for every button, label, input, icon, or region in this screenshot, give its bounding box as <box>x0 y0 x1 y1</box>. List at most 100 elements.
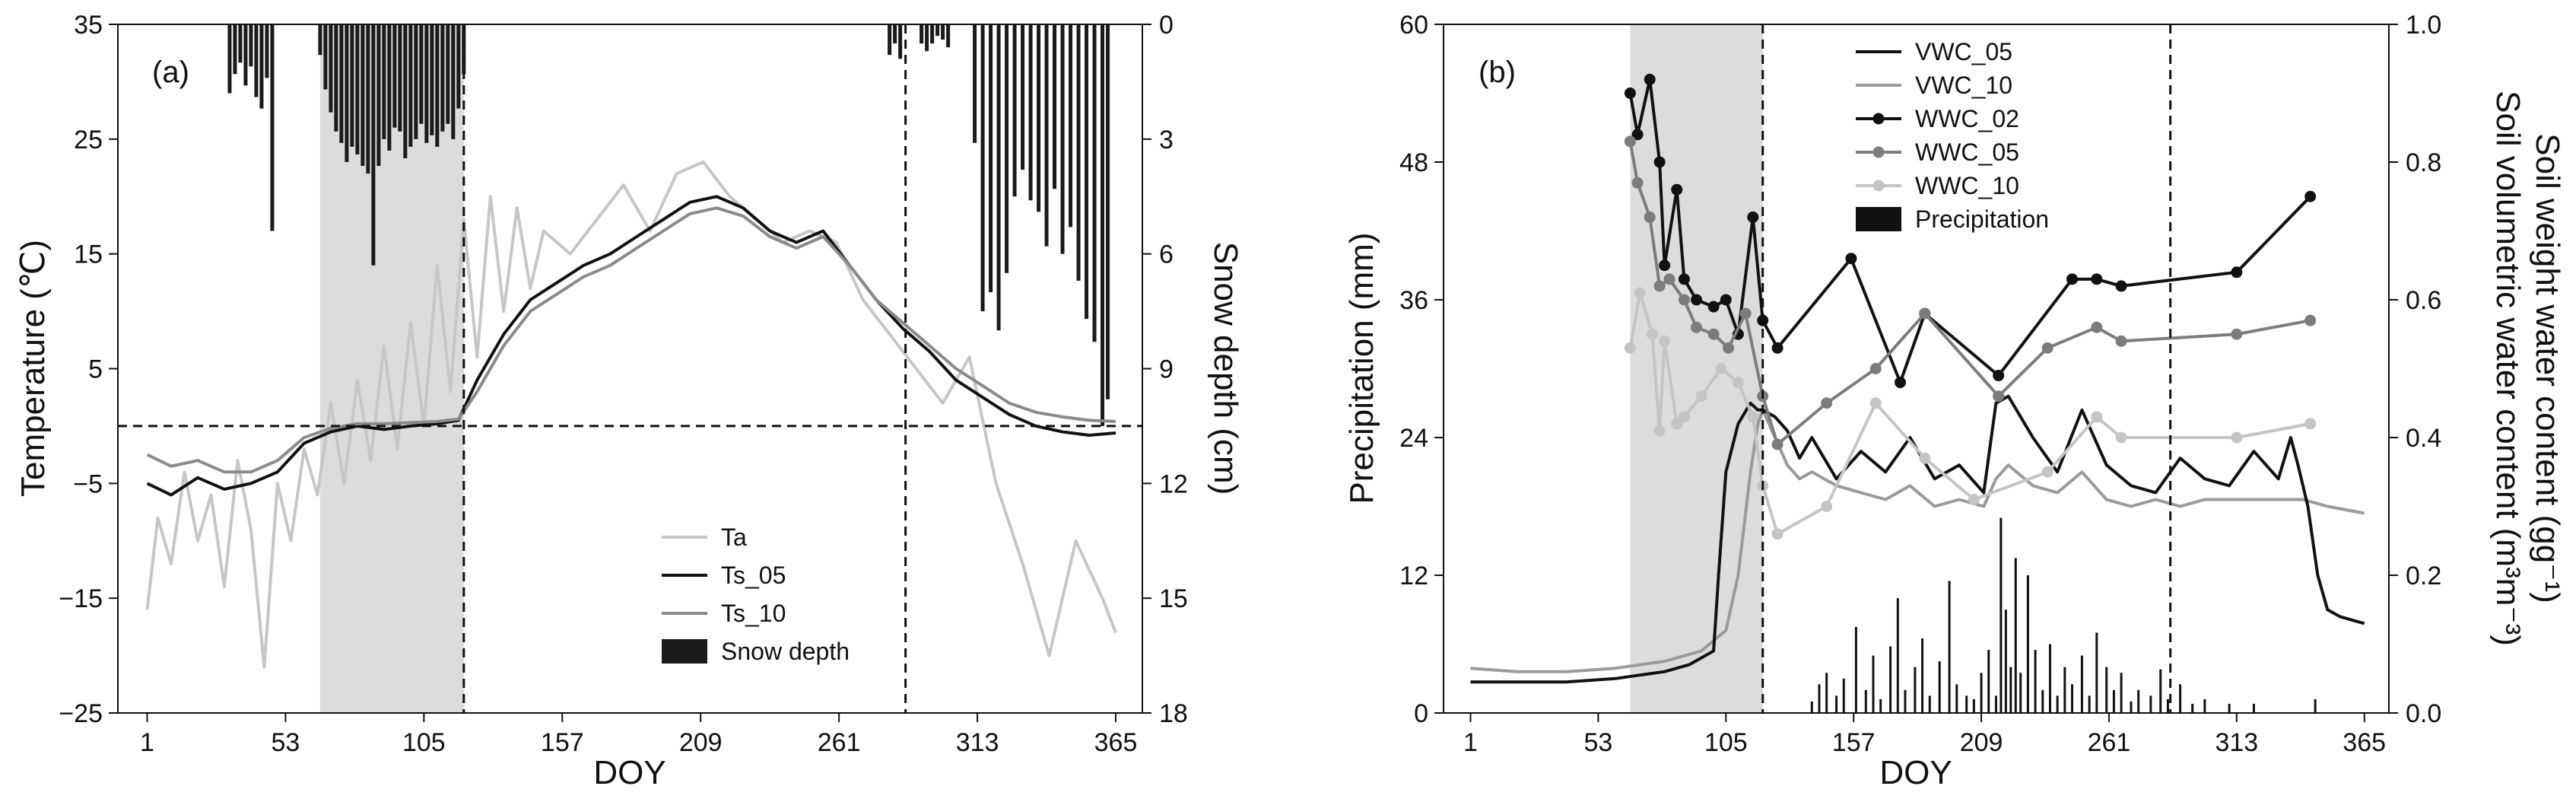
snow-depth-bar <box>392 24 397 128</box>
data-point-wwc_10 <box>2041 466 2053 478</box>
snow-depth-bar <box>270 24 275 231</box>
data-point-wwc_10 <box>1624 342 1636 354</box>
snow-depth-bar <box>1037 24 1041 212</box>
panel-b-precipitation-bars <box>1810 517 2317 713</box>
y2-tick-label: 0.0 <box>2406 699 2441 728</box>
data-point-wwc_02 <box>1691 294 1703 306</box>
legend-marker-wwc_05 <box>1872 146 1885 158</box>
data-point-wwc_02 <box>2231 266 2243 278</box>
panel-a-y2-ticks: 0 3 6 9 12 15 18 <box>1142 11 1188 728</box>
precipitation-bar <box>2203 699 2206 713</box>
panel-b-vwc-lines <box>1470 394 2365 684</box>
panel-a-temperature-lines <box>145 161 1117 669</box>
precipitation-bar <box>2252 703 2255 713</box>
snow-depth-bar <box>451 24 456 139</box>
data-point-wwc_05 <box>1771 438 1784 450</box>
data-point-wwc_02 <box>2304 190 2317 202</box>
data-point-wwc_05 <box>1663 273 1676 285</box>
x-tick-label: 157 <box>1832 728 1876 757</box>
snow-depth-bar <box>371 24 376 266</box>
snow-depth-bar <box>403 24 408 158</box>
data-point-wwc_02 <box>1707 301 1720 313</box>
y-tick-label: −15 <box>59 584 103 613</box>
snow-depth-bar <box>414 24 418 139</box>
panel-b-shaded-period <box>1630 24 1763 713</box>
snow-depth-bar <box>946 24 951 48</box>
data-point-wwc_05 <box>1691 321 1703 333</box>
snow-depth-bar <box>930 24 935 44</box>
y2-tick-label: 9 <box>1159 355 1174 384</box>
precipitation-bar <box>1987 650 1990 713</box>
panel-a-reference-lines <box>118 24 1142 713</box>
data-point-wwc_02 <box>1653 156 1666 168</box>
precipitation-bar <box>1999 517 2003 713</box>
snow-depth-bar <box>1076 24 1081 281</box>
legend-marker-wwc_10 <box>1872 180 1885 192</box>
panel-b-x-ticks: 1 53 105 157 209 261 313 365 <box>1463 713 2386 757</box>
precipitation-bar <box>1879 699 1882 713</box>
legend-swatch-snow <box>662 639 707 664</box>
precipitation-bar <box>2120 673 2123 713</box>
y2-tick-label: 0 <box>1159 11 1174 40</box>
data-point-wwc_10 <box>2304 418 2317 430</box>
snow-depth-bar <box>387 24 392 151</box>
snow-depth-bar <box>1021 24 1025 170</box>
snow-depth-bar <box>227 24 232 94</box>
snow-depth-bar <box>339 24 344 143</box>
x-tick-label: 365 <box>2343 728 2386 757</box>
precipitation-bar <box>1818 684 1821 713</box>
precipitation-bar <box>1896 598 1899 713</box>
data-point-wwc_02 <box>2091 273 2103 285</box>
data-point-wwc_02 <box>1747 211 1759 223</box>
snow-depth-bar <box>898 24 903 59</box>
snow-depth-bar <box>361 24 365 167</box>
y2-tick-label: 15 <box>1159 584 1188 613</box>
snow-depth-bar <box>355 24 360 154</box>
y-tick-label: 15 <box>74 240 103 269</box>
y2-tick-label: 3 <box>1159 126 1174 154</box>
precipitation-bar <box>2009 667 2012 713</box>
panel-b-x-axis-label: DOY <box>1879 754 1952 791</box>
snow-depth-bar <box>935 24 940 37</box>
precipitation-bar <box>2080 655 2083 713</box>
snow-depth-bar <box>973 24 977 143</box>
snow-depth-bar <box>398 24 402 132</box>
data-point-wwc_02 <box>1993 370 2005 382</box>
data-point-wwc_10 <box>1919 452 1931 464</box>
snow-depth-bar <box>254 24 259 97</box>
snow-depth-bar <box>376 24 381 167</box>
data-point-wwc_05 <box>2304 314 2317 326</box>
panel-a-y-ticks: −25 −15 −5 5 15 25 35 <box>59 11 118 728</box>
data-point-wwc_02 <box>1644 73 1656 85</box>
snow-depth-bar <box>941 24 945 40</box>
series-line-vwc_10 <box>1470 408 2365 673</box>
data-point-wwc_10 <box>1653 425 1666 437</box>
precipitation-bar <box>1810 701 1813 713</box>
x-tick-label: 313 <box>956 728 999 757</box>
legend-label-ts_10: Ts_10 <box>721 600 786 627</box>
legend-label-vwc_10: VWC_10 <box>1915 72 2012 99</box>
data-point-wwc_02 <box>2066 273 2079 285</box>
snow-depth-bar <box>456 24 461 109</box>
precipitation-bar <box>1928 695 1931 713</box>
snow-depth-bar <box>419 24 424 124</box>
x-tick-label: 209 <box>1960 728 2003 757</box>
legend-marker-wwc_02 <box>1872 113 1885 125</box>
y2-tick-label: 0.4 <box>2406 424 2441 453</box>
data-point-wwc_05 <box>1653 280 1666 292</box>
data-point-wwc_05 <box>1707 328 1720 340</box>
y2-tick-label: 0.6 <box>2406 286 2441 315</box>
snow-depth-bar <box>1005 24 1009 273</box>
legend-label-ts_05: Ts_05 <box>721 562 786 589</box>
legend-swatch-precip <box>1856 207 1901 231</box>
data-point-wwc_02 <box>1631 129 1644 141</box>
legend-label-wwc_05: WWC_05 <box>1915 138 2019 166</box>
legend-label-snow: Snow depth <box>721 638 850 665</box>
snow-depth-bar <box>925 24 929 52</box>
data-point-wwc_02 <box>1624 88 1636 99</box>
precipitation-bar <box>1872 655 1875 713</box>
snow-depth-bar <box>1101 24 1105 426</box>
x-tick-label: 1 <box>1463 728 1478 757</box>
panel-a-x-axis-label: DOY <box>593 754 665 791</box>
